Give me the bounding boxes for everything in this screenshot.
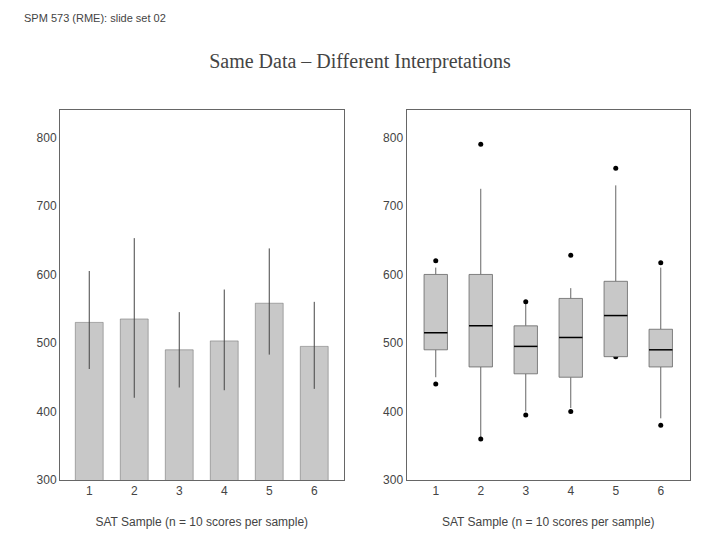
svg-text:500: 500 [37,336,57,350]
svg-text:3: 3 [522,484,529,498]
svg-text:700: 700 [37,199,57,213]
svg-text:5: 5 [266,484,273,498]
svg-text:400: 400 [37,405,57,419]
svg-text:5: 5 [612,484,619,498]
svg-text:800: 800 [383,131,403,145]
svg-text:2: 2 [477,484,484,498]
svg-text:2: 2 [131,484,138,498]
svg-text:1: 1 [86,484,93,498]
svg-text:300: 300 [383,473,403,487]
svg-text:700: 700 [383,199,403,213]
svg-text:SPM 573 (RME): slide set 02: SPM 573 (RME): slide set 02 [24,12,166,24]
svg-text:Same Data – Different Interpre: Same Data – Different Interpretations [209,50,511,73]
svg-text:6: 6 [311,484,318,498]
svg-text:600: 600 [37,268,57,282]
svg-text:800: 800 [37,131,57,145]
svg-text:3: 3 [176,484,183,498]
svg-text:400: 400 [383,405,403,419]
svg-text:500: 500 [383,336,403,350]
svg-text:4: 4 [567,484,574,498]
svg-text:6: 6 [657,484,664,498]
svg-text:600: 600 [383,268,403,282]
svg-text:SAT Sample (n = 10 scores per: SAT Sample (n = 10 scores per sample) [442,515,655,529]
svg-text:300: 300 [37,473,57,487]
svg-text:1: 1 [432,484,439,498]
svg-text:SAT Sample (n = 10 scores per: SAT Sample (n = 10 scores per sample) [95,515,308,529]
svg-text:4: 4 [221,484,228,498]
